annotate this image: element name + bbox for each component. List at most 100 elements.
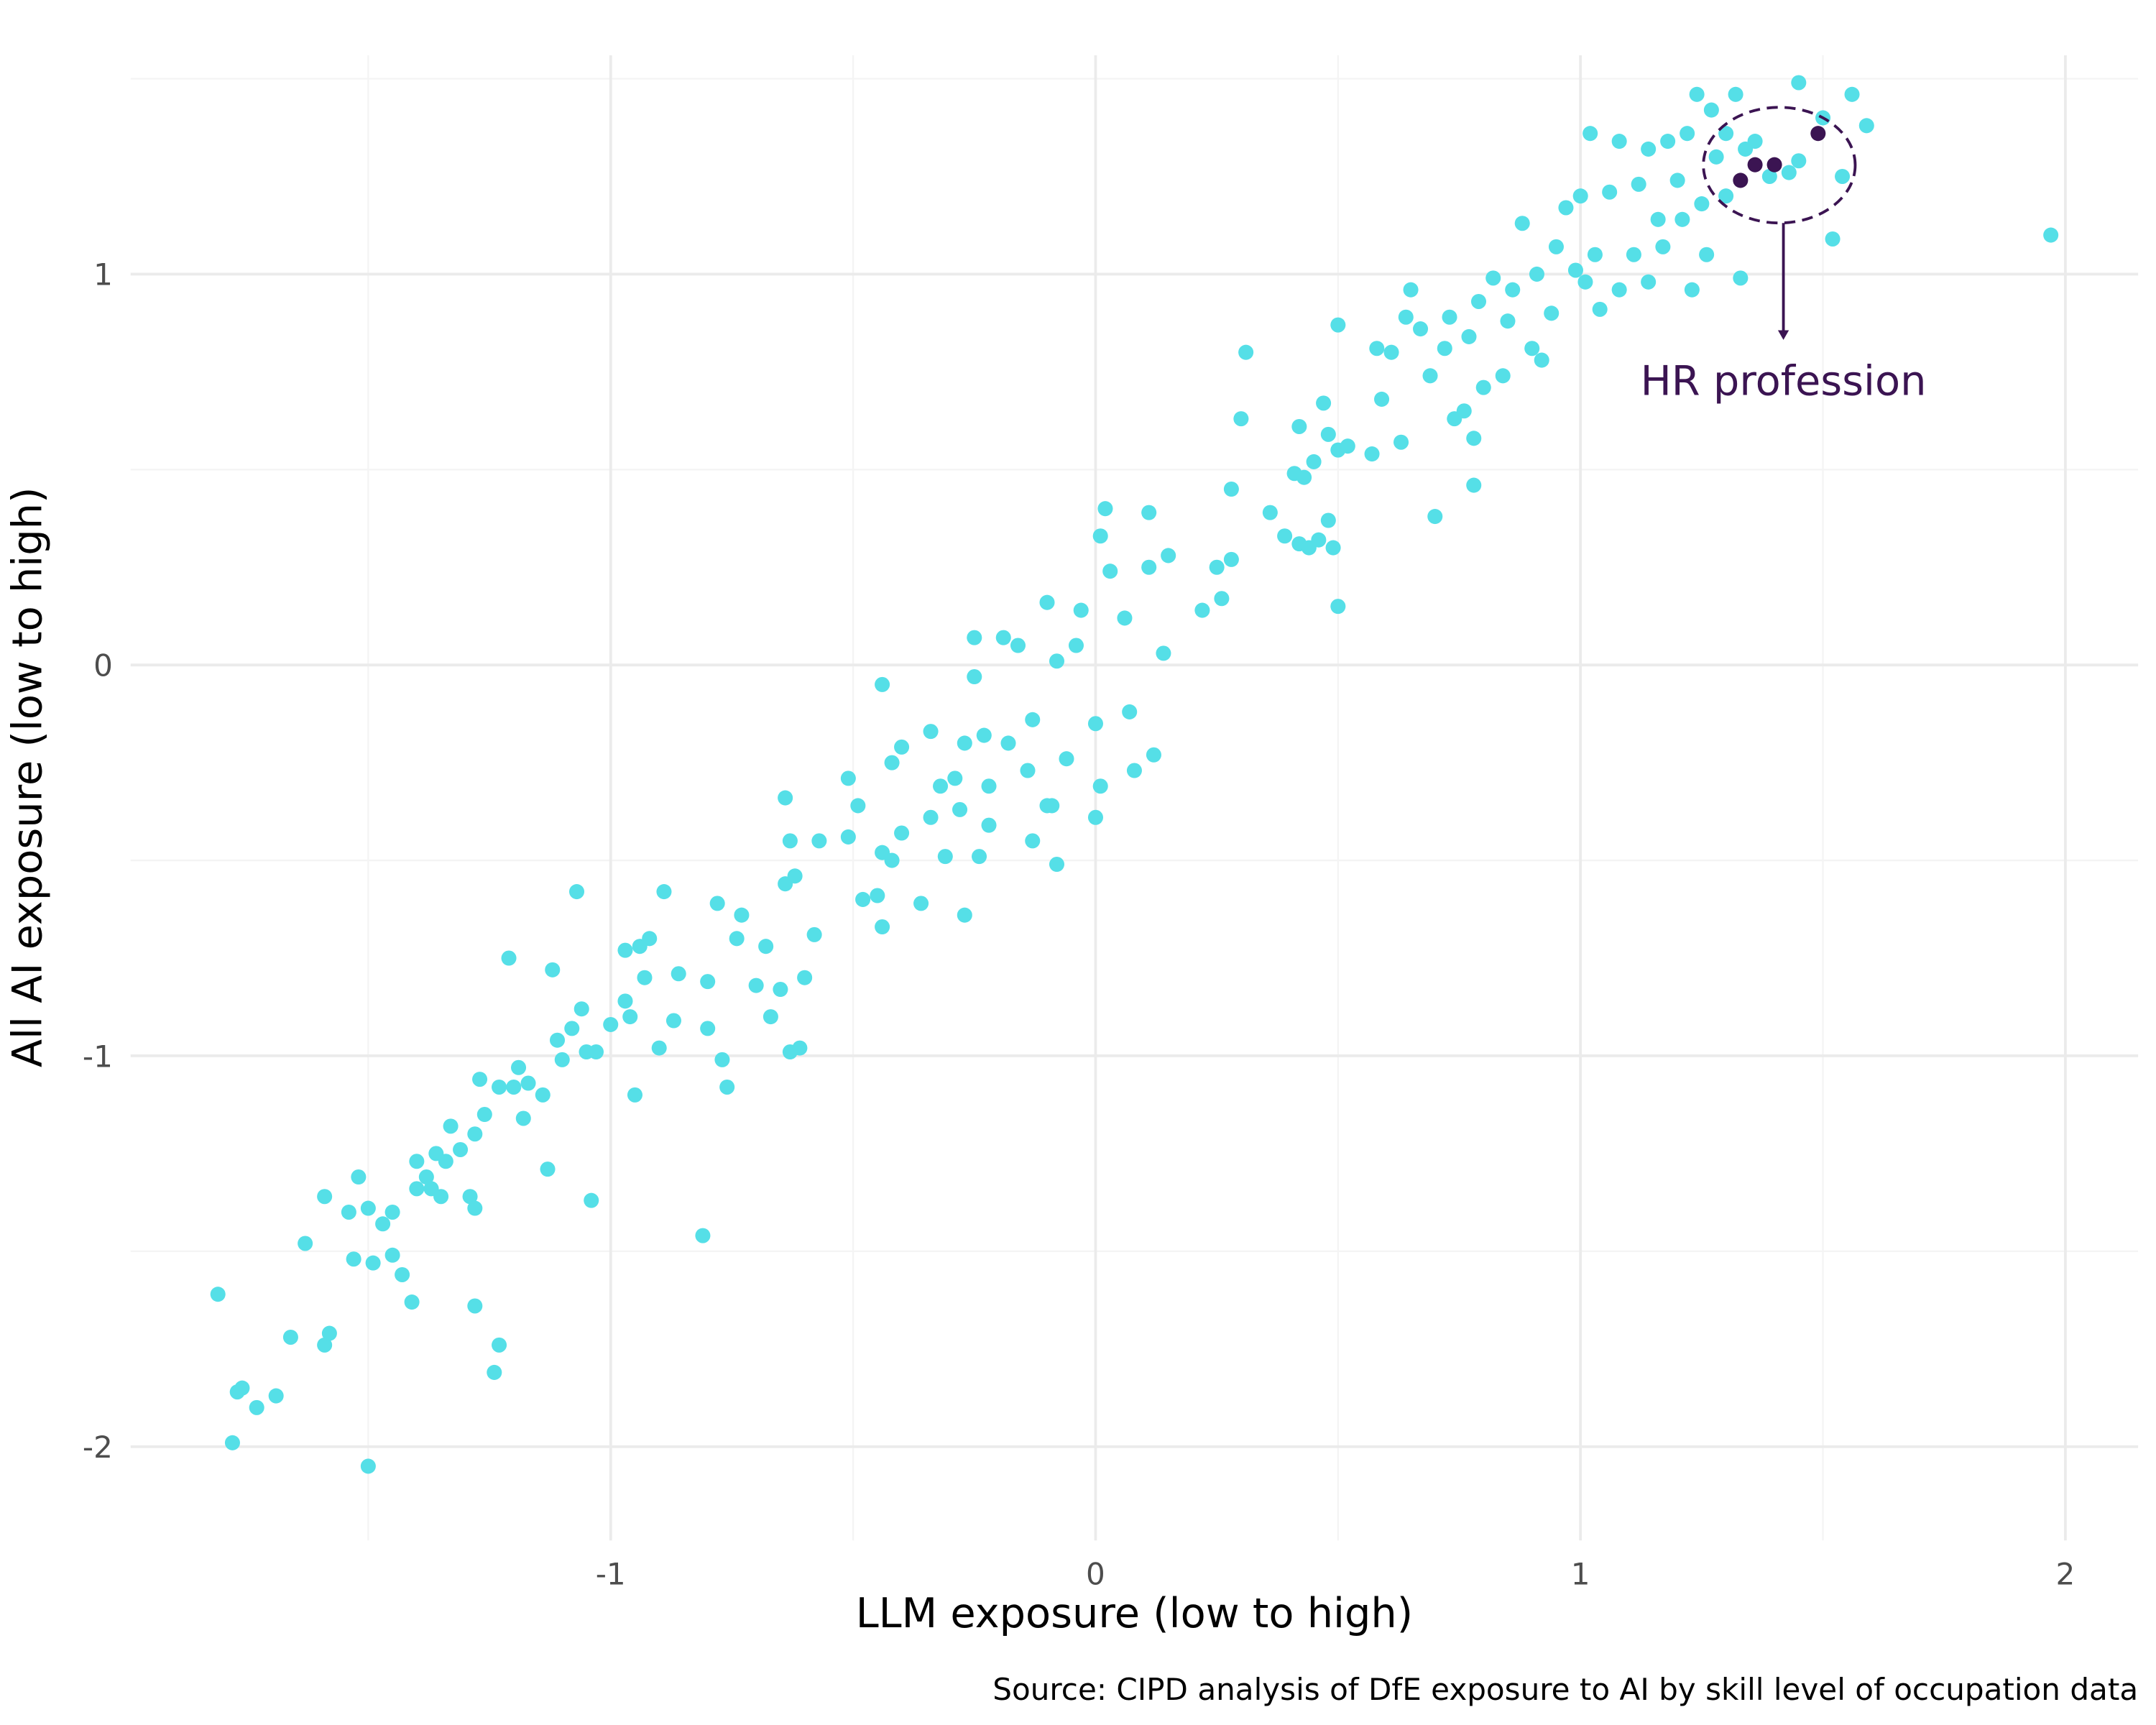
- point: [1403, 282, 1419, 298]
- point: [1000, 735, 1016, 751]
- point: [967, 668, 982, 685]
- point: [923, 724, 939, 740]
- point: [1791, 153, 1807, 169]
- point: [234, 1380, 250, 1396]
- point: [1209, 559, 1225, 575]
- point: [1364, 446, 1380, 462]
- point: [584, 1192, 599, 1208]
- point: [409, 1154, 425, 1169]
- point: [1544, 305, 1560, 321]
- point: [1858, 118, 1874, 134]
- point: [709, 896, 725, 911]
- point: [671, 966, 686, 982]
- point: [1223, 551, 1239, 567]
- point: [492, 1337, 507, 1353]
- point: [773, 982, 788, 998]
- point: [1161, 548, 1176, 564]
- point: [1320, 512, 1336, 528]
- point: [811, 833, 827, 849]
- point: [1684, 282, 1700, 298]
- point: [995, 630, 1011, 645]
- x-tick-label: 0: [1086, 1556, 1105, 1591]
- y-tick-label: 1: [93, 257, 113, 293]
- point: [1844, 86, 1860, 102]
- point: [1747, 157, 1763, 172]
- point: [1330, 599, 1346, 615]
- x-tick-label: 1: [1571, 1556, 1590, 1591]
- point: [748, 978, 764, 993]
- point: [957, 735, 972, 751]
- point: [1330, 317, 1346, 333]
- point: [360, 1458, 376, 1474]
- point: [1466, 431, 1482, 446]
- point: [443, 1118, 459, 1134]
- point: [453, 1141, 469, 1157]
- point: [976, 727, 992, 743]
- point: [1733, 270, 1749, 286]
- point: [515, 1110, 531, 1126]
- point: [1669, 172, 1685, 188]
- point: [1383, 344, 1399, 360]
- point: [1500, 313, 1516, 329]
- point: [549, 1032, 566, 1048]
- point: [535, 1087, 550, 1103]
- point: [375, 1216, 391, 1232]
- point: [1592, 301, 1608, 317]
- point: [360, 1200, 376, 1216]
- point: [1117, 610, 1133, 626]
- point: [695, 1228, 711, 1243]
- point: [850, 798, 866, 814]
- point: [1631, 176, 1646, 192]
- point: [418, 1169, 434, 1185]
- point: [472, 1072, 488, 1087]
- point: [321, 1325, 337, 1341]
- point: [1514, 216, 1530, 231]
- point: [462, 1189, 478, 1205]
- point: [1194, 602, 1210, 618]
- point: [840, 770, 856, 786]
- point: [433, 1189, 449, 1205]
- point: [554, 1052, 570, 1067]
- point: [1708, 149, 1724, 165]
- point: [933, 778, 949, 794]
- point: [1025, 833, 1041, 849]
- point: [520, 1075, 536, 1091]
- point: [1092, 528, 1108, 544]
- point: [884, 755, 900, 770]
- point: [1311, 532, 1327, 548]
- point: [884, 852, 900, 868]
- point: [476, 1107, 492, 1123]
- point: [758, 939, 774, 954]
- point: [1485, 270, 1501, 286]
- point: [492, 1079, 507, 1095]
- point: [665, 1013, 681, 1029]
- point: [1044, 798, 1060, 814]
- point: [1068, 638, 1084, 653]
- point: [1437, 341, 1452, 356]
- point: [341, 1204, 356, 1220]
- caption: Source: CIPD analysis of DfE exposure to…: [992, 1672, 2138, 1707]
- point: [1049, 856, 1065, 873]
- point: [1810, 126, 1826, 142]
- point: [957, 907, 972, 923]
- point: [894, 739, 910, 755]
- point: [1567, 262, 1583, 278]
- point: [298, 1236, 313, 1251]
- point: [714, 1052, 730, 1067]
- point: [1393, 434, 1409, 450]
- point: [506, 1079, 522, 1095]
- point: [952, 801, 968, 817]
- point: [855, 891, 871, 907]
- point: [384, 1247, 400, 1263]
- point: [1141, 505, 1157, 520]
- point: [1146, 747, 1161, 763]
- point: [1505, 282, 1521, 298]
- point: [1626, 247, 1641, 262]
- point: [1233, 411, 1249, 427]
- point: [1306, 454, 1322, 469]
- point: [981, 817, 997, 833]
- point: [875, 676, 890, 692]
- point: [1102, 564, 1118, 579]
- point: [1316, 395, 1332, 411]
